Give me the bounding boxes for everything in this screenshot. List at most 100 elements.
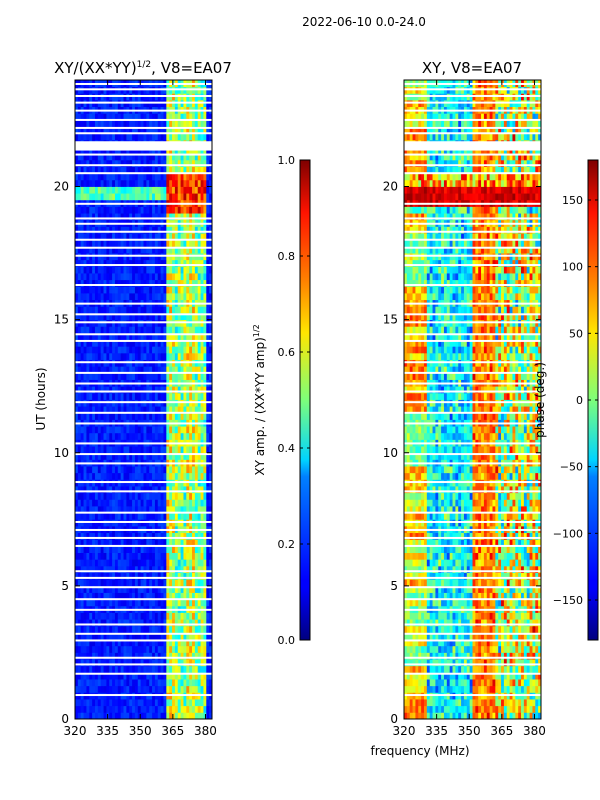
heatmap-cell <box>203 279 207 287</box>
x-tick-label: 320 <box>64 724 87 738</box>
heatmap-cell <box>186 159 190 167</box>
heatmap-cell <box>86 712 90 720</box>
heatmap-cell <box>75 446 79 454</box>
heatmap-cell <box>177 173 181 181</box>
heatmap-cell <box>120 532 124 540</box>
heatmap-cell <box>186 166 190 174</box>
heatmap-cell <box>143 346 147 354</box>
heatmap-cell <box>112 239 116 247</box>
heatmap-cell <box>163 552 167 560</box>
heatmap-cell <box>189 306 193 314</box>
heatmap-cell <box>209 712 213 720</box>
heatmap-cell <box>137 446 142 454</box>
heatmap-cell <box>92 279 96 287</box>
heatmap-cell <box>154 246 159 254</box>
heatmap-cell <box>180 712 184 720</box>
heatmap-cell <box>154 679 159 687</box>
heatmap-cell <box>114 452 119 460</box>
heatmap-cell <box>114 645 119 653</box>
heatmap-cell <box>97 699 102 707</box>
heatmap-cell <box>192 113 196 121</box>
heatmap-cell <box>132 619 136 627</box>
heatmap-cell <box>100 592 104 600</box>
heatmap-cell <box>92 372 96 380</box>
heatmap-cell <box>100 186 104 194</box>
heatmap-cell <box>197 246 201 254</box>
heatmap-cell <box>117 113 122 121</box>
heatmap-cell <box>103 572 107 580</box>
heatmap-cell <box>75 133 79 141</box>
heatmap-cell <box>77 452 82 460</box>
heatmap-cell <box>86 659 90 667</box>
heatmap-cell <box>106 312 110 321</box>
heatmap-cell <box>143 279 147 287</box>
heatmap-cell <box>83 539 87 547</box>
heatmap-cell <box>192 339 196 347</box>
heatmap-cell <box>163 339 167 347</box>
heatmap-cell <box>89 213 93 221</box>
heatmap-cell <box>80 372 84 380</box>
heatmap-cell <box>137 412 142 420</box>
heatmap-cell <box>126 293 130 301</box>
heatmap-cell <box>134 406 139 414</box>
heatmap-cell <box>154 652 159 660</box>
heatmap-cell <box>137 652 142 660</box>
heatmap-cell <box>206 512 210 520</box>
heatmap-cell <box>172 639 176 647</box>
heatmap-cell <box>152 339 156 347</box>
heatmap-cell <box>114 559 119 567</box>
heatmap-cell <box>92 326 96 334</box>
heatmap-cell <box>154 266 159 274</box>
heatmap-cell <box>512 685 516 693</box>
heatmap-cell <box>126 412 130 420</box>
heatmap-cell <box>177 312 181 321</box>
heatmap-cell <box>83 506 87 514</box>
heatmap-cell <box>174 572 179 580</box>
heatmap-cell <box>97 339 102 347</box>
heatmap-cell <box>77 499 82 507</box>
heatmap-cell <box>80 639 84 647</box>
heatmap-cell <box>75 119 79 127</box>
heatmap-cell <box>186 346 190 354</box>
heatmap-cell <box>166 585 170 593</box>
heatmap-cell <box>197 326 201 334</box>
heatmap-cell <box>89 486 93 494</box>
heatmap-cell <box>189 233 193 241</box>
heatmap-cell <box>132 259 136 267</box>
heatmap-cell <box>177 306 181 314</box>
heatmap-cell <box>152 133 156 141</box>
heatmap-cell <box>152 512 156 520</box>
flagged-row <box>75 101 212 104</box>
heatmap-cell <box>120 246 124 254</box>
heatmap-cell <box>163 193 167 201</box>
heatmap-cell <box>209 193 213 201</box>
heatmap-cell <box>143 486 147 494</box>
heatmap-cell <box>80 119 84 127</box>
heatmap-cell <box>172 672 176 680</box>
heatmap-cell <box>77 332 82 340</box>
heatmap-cell <box>209 446 213 454</box>
heatmap-cell <box>106 625 110 633</box>
heatmap-cell <box>129 306 133 314</box>
heatmap-cell <box>120 346 124 354</box>
heatmap-cell <box>495 705 499 713</box>
heatmap-cell <box>103 486 107 494</box>
heatmap-cell <box>94 579 99 587</box>
heatmap-cell <box>120 592 124 600</box>
heatmap-cell <box>154 532 159 540</box>
heatmap-cell <box>197 166 201 174</box>
heatmap-cell <box>166 119 170 127</box>
heatmap-cell <box>100 286 104 294</box>
heatmap-cell <box>421 705 425 713</box>
heatmap-cell <box>200 193 204 201</box>
heatmap-cell <box>109 619 113 627</box>
heatmap-cell <box>192 619 196 627</box>
flagged-row <box>75 238 212 241</box>
heatmap-cell <box>106 545 110 553</box>
heatmap-cell <box>194 193 199 201</box>
heatmap-cell <box>169 366 173 374</box>
heatmap-cell <box>189 246 193 254</box>
heatmap-cell <box>94 446 99 454</box>
heatmap-cell <box>166 499 170 507</box>
heatmap-cell <box>172 339 176 347</box>
